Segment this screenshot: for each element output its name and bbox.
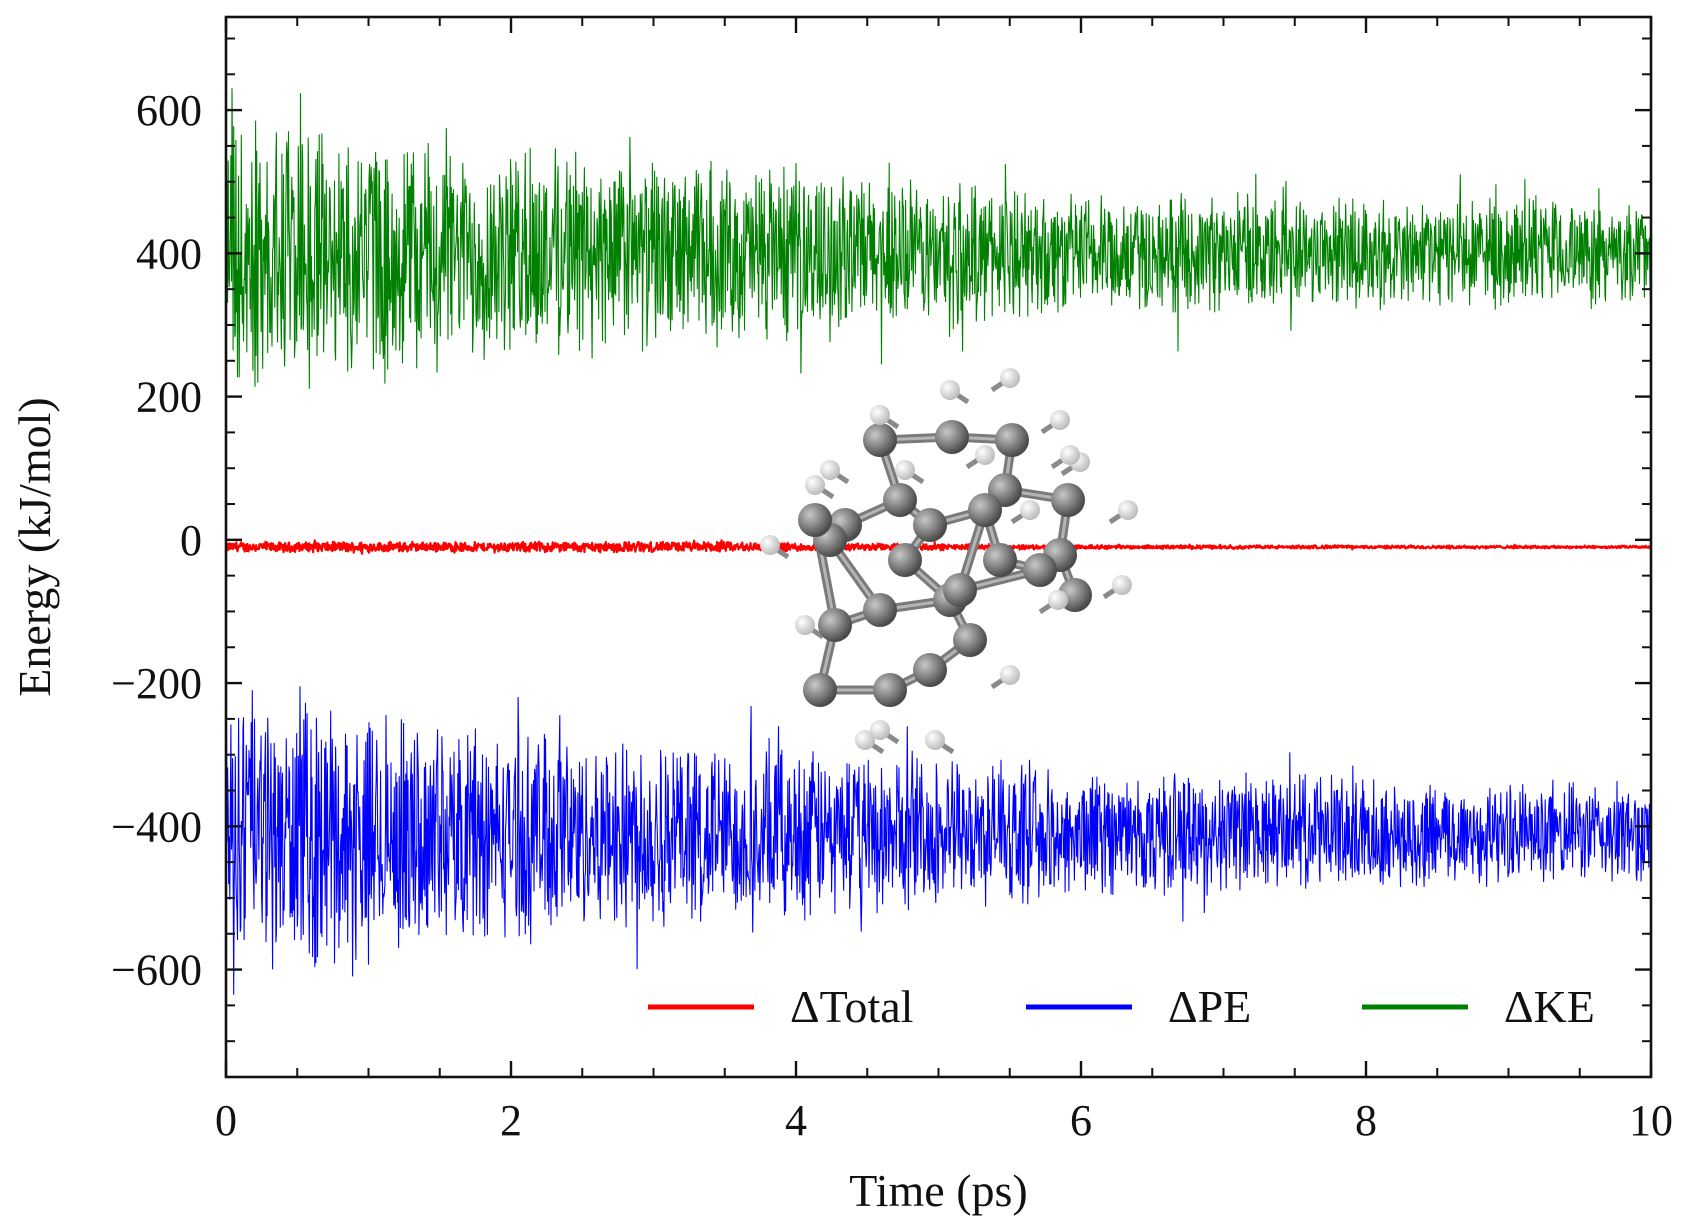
hydrogen-atom <box>870 720 890 740</box>
hydrogen-atom <box>855 730 875 750</box>
x-axis-label: Time (ps) <box>849 1165 1028 1216</box>
carbon-atom <box>803 673 837 707</box>
carbon-atom <box>913 653 947 687</box>
carbon-atom <box>873 673 907 707</box>
molecule-inset <box>760 368 1138 755</box>
carbon-atom <box>983 543 1017 577</box>
carbon-atom <box>863 593 897 627</box>
hydrogen-atom <box>940 380 960 400</box>
x-tick-label: 0 <box>215 1096 237 1145</box>
hydrogen-atom <box>1000 368 1020 388</box>
y-tick-label: 0 <box>180 516 202 565</box>
y-tick-label: −200 <box>111 659 202 708</box>
x-tick-label: 10 <box>1629 1096 1673 1145</box>
carbon-atom <box>953 623 987 657</box>
x-tick-label: 2 <box>500 1096 522 1145</box>
hydrogen-atom <box>1048 590 1068 610</box>
axes: 0 2 4 6 8 10 600 400 200 0 −200 −400 −600 <box>111 15 1673 1145</box>
hydrogen-atom <box>1118 500 1138 520</box>
series-line-0 <box>224 539 1652 555</box>
legend-label: ΔTotal <box>790 981 913 1032</box>
series-line-1 <box>225 686 1652 995</box>
y-tick-label: 600 <box>136 86 202 135</box>
hydrogen-atom <box>795 615 815 635</box>
hydrogen-atom <box>975 445 995 465</box>
carbon-atom <box>863 423 897 457</box>
x-tick-label: 8 <box>1355 1096 1377 1145</box>
hydrogen-atom <box>895 460 915 480</box>
carbon-atom <box>995 423 1029 457</box>
hydrogen-atom <box>925 730 945 750</box>
series-layer <box>224 88 1652 995</box>
hydrogen-atom <box>820 460 840 480</box>
carbon-atom <box>818 608 852 642</box>
legend-label: ΔKE <box>1504 981 1595 1032</box>
hydrogen-atom <box>1020 500 1040 520</box>
y-tick-label: −400 <box>111 802 202 851</box>
hydrogen-atom <box>1000 665 1020 685</box>
x-tick-label: 6 <box>1070 1096 1092 1145</box>
hydrogen-atom <box>870 405 890 425</box>
carbon-atom <box>913 508 947 542</box>
carbon-atom <box>943 573 977 607</box>
hydrogen-atom <box>1112 575 1132 595</box>
carbon-atom <box>1051 483 1085 517</box>
carbon-atom <box>798 503 832 537</box>
carbon-atom <box>935 420 969 454</box>
hydrogen-atom <box>1050 410 1070 430</box>
carbon-atom <box>883 483 917 517</box>
carbon-atom <box>1023 553 1057 587</box>
series-line-2 <box>225 88 1652 389</box>
legend: ΔTotal ΔPE ΔKE <box>648 981 1595 1032</box>
y-tick-label: 200 <box>136 373 202 422</box>
x-tick-label: 4 <box>785 1096 807 1145</box>
y-axis-label: Energy (kJ/mol) <box>9 397 60 696</box>
hydrogen-atom <box>760 535 780 555</box>
legend-label: ΔPE <box>1168 981 1251 1032</box>
carbon-atom <box>888 543 922 577</box>
y-tick-label: −600 <box>111 946 202 995</box>
y-tick-label: 400 <box>136 229 202 278</box>
hydrogen-atom <box>1060 445 1080 465</box>
hydrogen-atom <box>805 475 825 495</box>
carbon-atom <box>968 493 1002 527</box>
